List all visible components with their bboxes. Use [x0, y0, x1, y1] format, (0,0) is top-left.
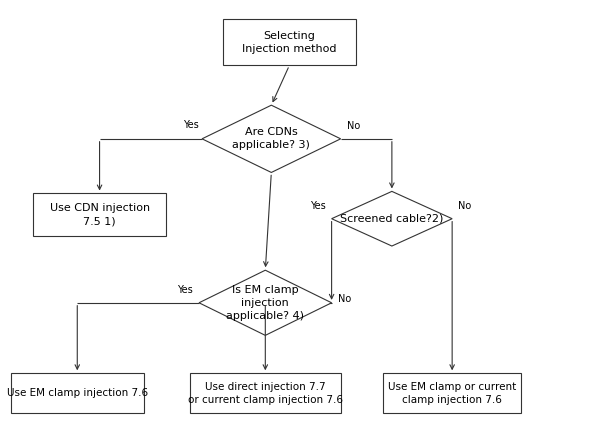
Polygon shape — [199, 270, 331, 335]
Text: No: No — [458, 201, 472, 211]
FancyBboxPatch shape — [223, 19, 355, 65]
Text: Are CDNs
applicable? 3): Are CDNs applicable? 3) — [232, 127, 311, 151]
FancyBboxPatch shape — [33, 193, 166, 236]
Text: Is EM clamp
injection
applicable? 4): Is EM clamp injection applicable? 4) — [226, 284, 304, 321]
Text: Yes: Yes — [310, 201, 325, 211]
Text: Use EM clamp or current
clamp injection 7.6: Use EM clamp or current clamp injection … — [388, 381, 516, 405]
FancyBboxPatch shape — [11, 373, 143, 413]
Text: Use EM clamp injection 7.6: Use EM clamp injection 7.6 — [7, 388, 148, 398]
Text: No: No — [347, 121, 360, 131]
Text: Use CDN injection
7.5 1): Use CDN injection 7.5 1) — [49, 203, 149, 226]
FancyBboxPatch shape — [190, 373, 341, 413]
Text: Selecting
Injection method: Selecting Injection method — [242, 30, 336, 54]
Text: Yes: Yes — [177, 285, 193, 295]
FancyBboxPatch shape — [383, 373, 522, 413]
Polygon shape — [202, 105, 341, 172]
Text: Screened cable?2): Screened cable?2) — [340, 214, 443, 224]
Text: Use direct injection 7.7
or current clamp injection 7.6: Use direct injection 7.7 or current clam… — [188, 381, 343, 405]
Text: Yes: Yes — [183, 121, 199, 130]
Text: No: No — [338, 293, 351, 304]
Polygon shape — [331, 191, 452, 246]
